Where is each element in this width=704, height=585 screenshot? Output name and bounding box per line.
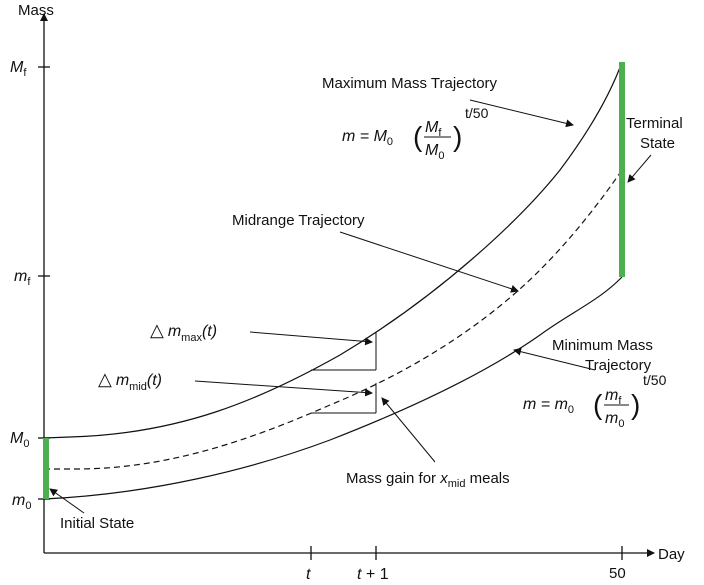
mass-gain-pointer [381,397,436,463]
svg-text:Mf: Mf [425,119,442,139]
svg-text:t/50: t/50 [465,105,489,121]
initial-state-pointer [49,488,85,514]
svg-text:mf: mf [605,387,622,407]
delta-mid-label: △ mmid(t) [98,369,162,393]
tick-label-mf: mf [14,268,31,288]
delta-max-pointer [249,331,373,346]
svg-text:): ) [631,389,640,420]
tick-label-t1: t + 1 [357,566,389,583]
terminal-state-label-2: State [640,135,675,152]
svg-text:(: ( [593,389,603,420]
min-mass-formula: m = m0 ( mf m0 ) t/50 [523,372,667,430]
svg-text:m = m0: m = m0 [523,396,574,416]
max-mass-formula: m = M0 ( Mf M0 ) t/50 [342,105,489,162]
y-axis-label: Mass [18,2,54,19]
midrange-trajectory-label: Midrange Trajectory [232,212,365,229]
midrange-pointer [339,231,519,293]
max-trajectory-pointer [469,99,574,128]
svg-text:m = M0: m = M0 [342,128,393,148]
svg-text:M0: M0 [425,142,444,162]
initial-state-label: Initial State [60,515,134,532]
max-mass-trajectory [43,61,623,439]
x-axis-label: Day [658,546,685,563]
delta-mid-pointer [194,380,373,397]
tick-label-m0: m0 [12,492,31,512]
min-mass-trajectory [43,276,623,500]
mass-gain-label: Mass gain for xmid meals [346,470,510,490]
tick-label-t: t [306,566,311,583]
tick-label-50: 50 [609,565,626,582]
svg-text:t/50: t/50 [643,372,667,388]
svg-text:(: ( [413,121,423,152]
svg-text:m0: m0 [605,410,624,430]
svg-text:): ) [453,121,462,152]
min-trajectory-label-1: Minimum Mass [552,337,653,354]
tick-label-M0: M0 [10,430,29,450]
delta-max-label: △ mmax(t) [150,320,217,344]
max-trajectory-label: Maximum Mass Trajectory [322,75,498,92]
min-trajectory-label-2: Trajectory [585,357,652,374]
terminal-state-label-1: Terminal [626,115,683,132]
tick-label-Mf: Mf [10,59,27,79]
midrange-trajectory [44,169,623,470]
min-trajectory-pointer [513,347,596,371]
terminal-pointer [627,154,652,183]
